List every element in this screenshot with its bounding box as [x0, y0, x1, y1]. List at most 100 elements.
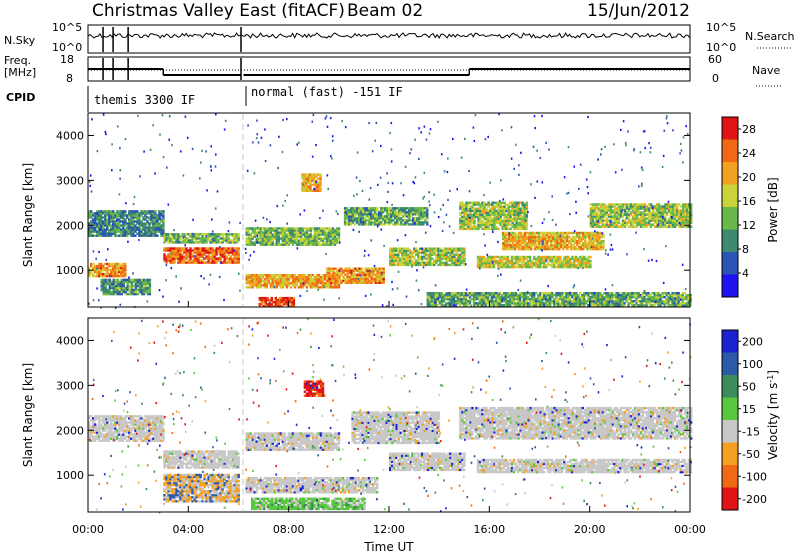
nave-label: Nave — [752, 64, 780, 77]
heatmap-cell — [666, 213, 668, 215]
heatmap-cell — [372, 213, 374, 215]
heatmap-cell — [433, 260, 435, 262]
heatmap-cell — [372, 221, 374, 223]
freq-label-line2: [MHz] — [4, 66, 36, 79]
heatmap-cell — [133, 279, 135, 281]
heatmap-cell — [271, 297, 273, 299]
heatmap-cell — [137, 293, 139, 295]
heatmap-cell — [102, 265, 104, 267]
heatmap-cell — [312, 280, 314, 282]
heatmap-cell — [252, 244, 254, 246]
nave-tick-bottom: 0 — [712, 72, 719, 85]
heatmap-cell — [221, 233, 223, 235]
heatmap-cell — [191, 237, 193, 239]
heatmap-cell — [312, 244, 314, 246]
nsky-line — [88, 33, 690, 38]
heatmap-cell — [252, 280, 254, 282]
heatmap-cell — [433, 248, 435, 250]
heatmap-cell — [644, 213, 646, 215]
heatmap-cell — [529, 256, 531, 258]
heatmap-cell — [644, 203, 646, 205]
heatmap-cell — [383, 268, 385, 270]
heatmap-cell — [293, 303, 295, 305]
heatmap-cell — [282, 233, 284, 235]
heatmap-cell — [360, 268, 362, 270]
heatmap-cell — [674, 203, 676, 205]
cpid-segment-1: themis 3300 IF — [94, 93, 195, 107]
heatmap-cell — [463, 204, 465, 206]
beam-label: Beam 02 — [347, 1, 423, 21]
heatmap-cell — [469, 302, 471, 304]
heatmap-cell — [403, 264, 405, 266]
heatmap-cell — [372, 215, 374, 217]
heatmap-cell — [402, 215, 404, 217]
heatmap-cell — [282, 274, 284, 276]
heatmap-cell — [463, 220, 465, 222]
heatmap-cell — [132, 210, 134, 212]
heatmap-cell — [674, 213, 676, 215]
heatmap-cell — [124, 263, 126, 265]
heatmap-cell — [252, 235, 254, 237]
date-label: 15/Jun/2012 — [587, 1, 690, 21]
heatmap-cell — [526, 202, 528, 204]
plot-title: Christmas Valley East (fitACF) — [92, 1, 345, 21]
heatmap-cell — [132, 224, 134, 226]
heatmap-cell — [523, 256, 525, 258]
heatmap-cell — [288, 244, 290, 246]
heatmap-cell — [149, 279, 151, 281]
heatmap-cell — [133, 289, 135, 291]
heatmap-cell — [433, 264, 435, 266]
heatmap-cell — [133, 285, 135, 287]
heatmap-cell — [143, 293, 145, 295]
heatmap-cell — [644, 222, 646, 224]
heatmap-cell — [583, 262, 585, 264]
heatmap-cell — [553, 294, 555, 296]
heatmap-cell — [493, 220, 495, 222]
heatmap-cell — [319, 180, 321, 182]
heatmap-cell — [238, 233, 240, 235]
heatmap-cell — [459, 264, 461, 266]
heatmap-cell — [293, 297, 295, 299]
heatmap-cell — [282, 280, 284, 282]
heatmap-cell — [383, 276, 385, 278]
heatmap-cell — [589, 256, 591, 258]
heatmap-cell — [372, 207, 374, 209]
nsky-label: N.Sky — [4, 34, 36, 47]
heatmap-cell — [102, 233, 104, 235]
heatmap-cell — [493, 256, 495, 258]
heatmap-cell — [614, 203, 616, 205]
heatmap-cell — [674, 222, 676, 224]
heatmap-cell — [191, 259, 193, 261]
heatmap-cell — [524, 240, 526, 242]
heatmap-cell — [132, 214, 134, 216]
heatmap-cell — [584, 232, 586, 234]
heatmap-cell — [554, 240, 556, 242]
heatmap-cell — [312, 235, 314, 237]
heatmap-cell — [372, 268, 374, 270]
heatmap-cell — [554, 232, 556, 234]
heatmap-cell — [103, 283, 105, 285]
heatmap-cell — [312, 278, 314, 280]
heatmap-cell — [553, 298, 555, 300]
heatmap-cell — [402, 223, 404, 225]
heatmap-cell — [252, 241, 254, 243]
heatmap-cell — [191, 253, 193, 255]
heatmap-cell — [102, 220, 104, 222]
heatmap-cell — [463, 210, 465, 212]
nsearch-tick-top: 10^5 — [706, 21, 736, 34]
heatmap-cell — [102, 216, 104, 218]
heatmap-cell — [524, 232, 526, 234]
heatmap-cell — [156, 235, 158, 237]
heatmap-cell — [493, 210, 495, 212]
heatmap-cell — [163, 253, 165, 255]
heatmap-cell — [614, 222, 616, 224]
heatmap-cell — [523, 204, 525, 206]
heatmap-cell — [252, 227, 254, 229]
heatmap-cell — [313, 180, 315, 182]
heatmap-cell — [338, 227, 340, 229]
heatmap-cell — [312, 274, 314, 276]
heatmap-cell — [342, 276, 344, 278]
heatmap-cell — [403, 248, 405, 250]
heatmap-cell — [493, 206, 495, 208]
